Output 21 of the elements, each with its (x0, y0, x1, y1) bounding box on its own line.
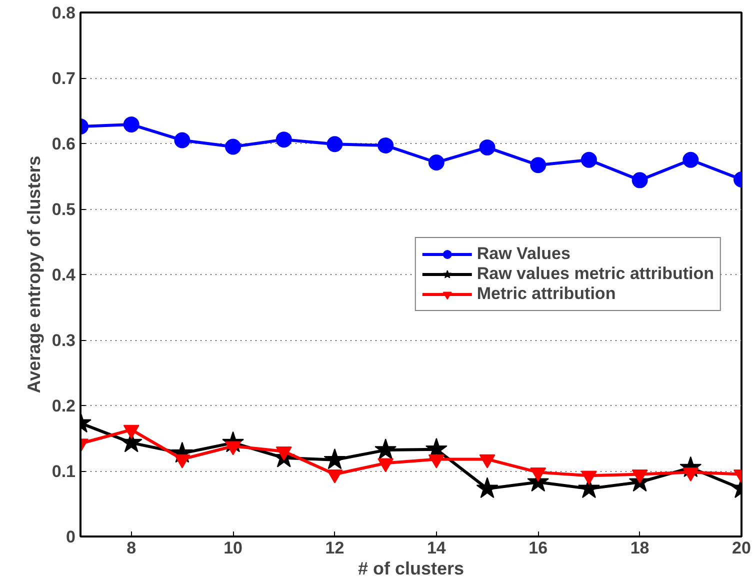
x-tick-label: 18 (630, 538, 650, 558)
y-axis-title: Average entropy of clusters (24, 156, 44, 394)
legend-label: Raw values metric attribution (476, 264, 714, 284)
y-tick-label: 0.5 (52, 200, 76, 219)
y-tick-label: 0.4 (52, 266, 76, 284)
x-tick-label: 12 (325, 538, 344, 558)
y-tick-label: 0.3 (52, 331, 76, 350)
x-tick-label: 14 (426, 538, 446, 558)
legend-label: Metric attribution (476, 284, 616, 304)
x-tick-label: 8 (126, 538, 136, 558)
x-tick-label: 10 (224, 538, 243, 558)
y-tick-label: 0.2 (52, 396, 76, 416)
y-tick-label: 0.1 (52, 462, 76, 481)
x-axis-title: # of clusters (358, 558, 464, 578)
y-tick-label: 0.8 (52, 4, 76, 22)
y-tick-label: 0.6 (52, 134, 76, 154)
x-tick-label: 20 (732, 538, 751, 558)
x-tick-label: 16 (528, 538, 548, 558)
y-tick-label: 0 (66, 528, 76, 546)
y-tick-label: 0.7 (52, 69, 76, 88)
legend-label: Raw Values (476, 244, 570, 264)
